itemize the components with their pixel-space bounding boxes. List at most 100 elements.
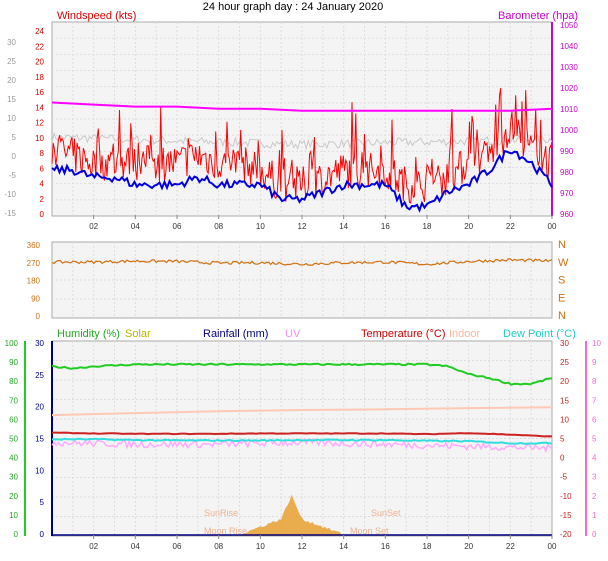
humidity-tick: 70 xyxy=(9,396,18,405)
wind-secondary-tick: 20 xyxy=(7,76,16,85)
rainfall-tick: 5 xyxy=(40,498,45,507)
barometer-label: Barometer (hpa) xyxy=(498,10,578,22)
x-tick-label: 10 xyxy=(256,222,265,231)
barometer-tick: 960 xyxy=(560,210,574,219)
windspeed-label: Windspeed (kts) xyxy=(57,10,136,22)
humidity-time-axis: 02 04 06 08 10 12 14 16 18 20 22 00 xyxy=(89,535,557,551)
legend: Humidity (%) Solar Rainfall (mm) UV Temp… xyxy=(57,328,576,340)
uv-tick: 9 xyxy=(592,358,597,367)
temperature-tick: 10 xyxy=(560,415,569,424)
windspeed-tick: 4 xyxy=(40,180,45,189)
direction-tick: 360 xyxy=(27,241,41,250)
windspeed-tick: 16 xyxy=(35,88,44,97)
barometer-tick: 1020 xyxy=(560,84,578,93)
direction-tick: 0 xyxy=(36,312,41,321)
humidity-tick: 50 xyxy=(9,435,18,444)
temperature-tick: 25 xyxy=(560,358,569,367)
compass-label: E xyxy=(558,292,565,304)
barometer-tick: 1050 xyxy=(560,21,578,30)
humidity-tick: 80 xyxy=(9,377,18,386)
legend-solar: Solar xyxy=(125,328,151,340)
temperature-tick: -5 xyxy=(560,473,568,482)
compass-label: N xyxy=(558,239,566,251)
uv-tick: 7 xyxy=(592,396,597,405)
windspeed-tick: 10 xyxy=(35,134,44,143)
x-tick-label: 04 xyxy=(131,222,140,231)
humidity-tick: 30 xyxy=(9,473,18,482)
uv-tick: 2 xyxy=(592,492,597,501)
windspeed-tick: 2 xyxy=(40,195,45,204)
temperature-tick: -10 xyxy=(560,492,572,501)
wind-secondary-tick: 15 xyxy=(7,95,16,104)
windspeed-tick: 8 xyxy=(40,149,45,158)
x-tick-label: 14 xyxy=(339,222,348,231)
direction-tick: 90 xyxy=(31,294,40,303)
temperature-line xyxy=(52,431,553,438)
temperature-tick: -15 xyxy=(560,511,572,520)
legend-dew-point: Dew Point (°C) xyxy=(503,328,576,340)
windspeed-tick: 12 xyxy=(35,119,44,128)
uv-tick: 0 xyxy=(592,530,597,539)
direction-axis: 360 270 180 90 0 xyxy=(27,241,41,321)
barometer-tick: 970 xyxy=(560,189,574,198)
windspeed-tick: 14 xyxy=(35,103,44,112)
x-tick-label: 18 xyxy=(423,542,432,551)
moonset-label: Moon Set xyxy=(350,526,389,536)
sunrise-label: SunRise xyxy=(204,508,238,518)
uv-tick: 10 xyxy=(592,339,601,348)
rainfall-tick: 10 xyxy=(35,466,44,475)
barometer-tick: 990 xyxy=(560,147,574,156)
temperature-tick: 20 xyxy=(560,377,569,386)
legend-rainfall: Rainfall (mm) xyxy=(203,328,268,340)
wind-secondary-tick: 10 xyxy=(7,114,16,123)
humidity-tick: 60 xyxy=(9,415,18,424)
humidity-tick: 90 xyxy=(9,358,18,367)
legend-humidity: Humidity (%) xyxy=(57,328,120,340)
windspeed-line xyxy=(51,88,553,204)
compass-label: N xyxy=(558,310,566,322)
humidity-tick: 40 xyxy=(9,454,18,463)
x-tick-label: 16 xyxy=(381,542,390,551)
uv-tick: 5 xyxy=(592,435,597,444)
indoor-line xyxy=(51,406,553,417)
dew-point-line xyxy=(52,437,553,445)
barometer-tick: 980 xyxy=(560,168,574,177)
wind-secondary-tick: -10 xyxy=(4,190,16,199)
x-tick-label: 04 xyxy=(131,542,140,551)
windspeed-tick: 22 xyxy=(35,42,44,51)
uv-tick: 1 xyxy=(592,511,597,520)
wind-secondary-tick: 30 xyxy=(7,38,16,47)
humidity-tick: 20 xyxy=(9,492,18,501)
temperature-axis: 30 25 20 15 10 5 0 -5 -10 -15 -20 xyxy=(560,339,572,539)
solar-area xyxy=(239,494,344,536)
temperature-tick: 0 xyxy=(560,454,565,463)
barometer-axis: 1050 1040 1030 1020 1010 1000 990 980 970 960 xyxy=(560,21,578,219)
windspeed-tick: 20 xyxy=(35,58,44,67)
humidity-tick: 10 xyxy=(9,511,18,520)
x-tick-label: 18 xyxy=(423,222,432,231)
wind-secondary-tick: -5 xyxy=(9,171,17,180)
humidity-tick: 100 xyxy=(5,339,19,348)
legend-indoor: Indoor xyxy=(449,328,481,340)
uv-tick: 3 xyxy=(592,473,597,482)
rainfall-tick: 20 xyxy=(35,403,44,412)
direction-tick: 180 xyxy=(27,277,41,286)
temperature-tick: -20 xyxy=(560,530,572,539)
rainfall-tick: 25 xyxy=(35,371,44,380)
windspeed-tick: 18 xyxy=(35,73,44,82)
x-tick-label: 20 xyxy=(464,222,473,231)
x-tick-label: 10 xyxy=(256,542,265,551)
legend-temperature: Temperature (°C) xyxy=(361,328,445,340)
rainfall-tick: 30 xyxy=(35,339,44,348)
uv-tick: 4 xyxy=(592,454,597,463)
barometer-tick: 1030 xyxy=(560,63,578,72)
x-tick-label: 08 xyxy=(214,542,223,551)
x-tick-label: 14 xyxy=(339,542,348,551)
windspeed-tick: 0 xyxy=(40,210,45,219)
humidity-tick: 0 xyxy=(14,530,19,539)
wind-time-axis: 02 04 06 08 10 12 14 16 18 20 22 00 xyxy=(89,215,557,231)
